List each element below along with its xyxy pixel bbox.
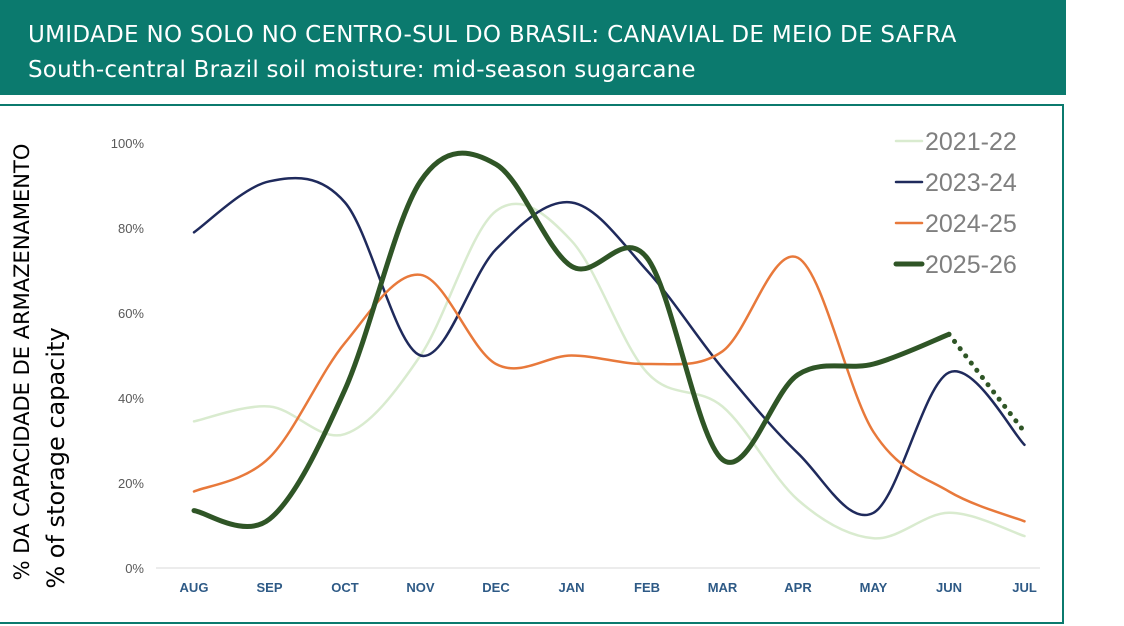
y-tick-label: 80% (118, 221, 144, 236)
series-line-2025-26 (191, 150, 952, 529)
legend-label: 2024-25 (925, 210, 1017, 238)
x-tick-label: FEB (634, 580, 660, 595)
y-axis-label-portuguese: % DA CAPACIDADE DE ARMAZENAMENTO (10, 144, 34, 581)
x-tick-label: DEC (482, 580, 510, 595)
title-english: South-central Brazil soil moisture: mid-… (28, 57, 696, 83)
x-tick-label: SEP (256, 580, 282, 595)
x-tick-label: JUL (1012, 580, 1037, 595)
y-tick-label: 20% (118, 476, 144, 491)
series-line-2021-22 (192, 202, 1026, 540)
header-banner: UMIDADE NO SOLO NO CENTRO-SUL DO BRASIL:… (0, 0, 1066, 95)
x-tick-label: OCT (331, 580, 359, 595)
legend-label: 2021-22 (925, 128, 1017, 156)
x-tick-label: JAN (558, 580, 584, 595)
x-tick-label: APR (784, 580, 812, 595)
x-tick-label: MAY (860, 580, 888, 595)
series-line-2025-26-forecast (946, 331, 1027, 435)
y-tick-label: 40% (118, 391, 144, 406)
series-line-2023-24 (192, 176, 1026, 517)
legend-label: 2023-24 (925, 169, 1017, 197)
chart-frame (0, 104, 1064, 624)
x-tick-label: NOV (406, 580, 435, 595)
y-tick-label: 100% (111, 136, 145, 151)
legend-label: 2025-26 (925, 251, 1017, 279)
title-portuguese: UMIDADE NO SOLO NO CENTRO-SUL DO BRASIL:… (28, 22, 957, 48)
y-tick-label: 0% (125, 561, 144, 576)
series-line-2024-25 (192, 255, 1026, 523)
y-axis-label-english: % of storage capacity (42, 327, 70, 588)
x-tick-label: AUG (180, 580, 209, 595)
x-tick-label: MAR (708, 580, 738, 595)
y-tick-label: 60% (118, 306, 144, 321)
x-tick-label: JUN (936, 580, 962, 595)
